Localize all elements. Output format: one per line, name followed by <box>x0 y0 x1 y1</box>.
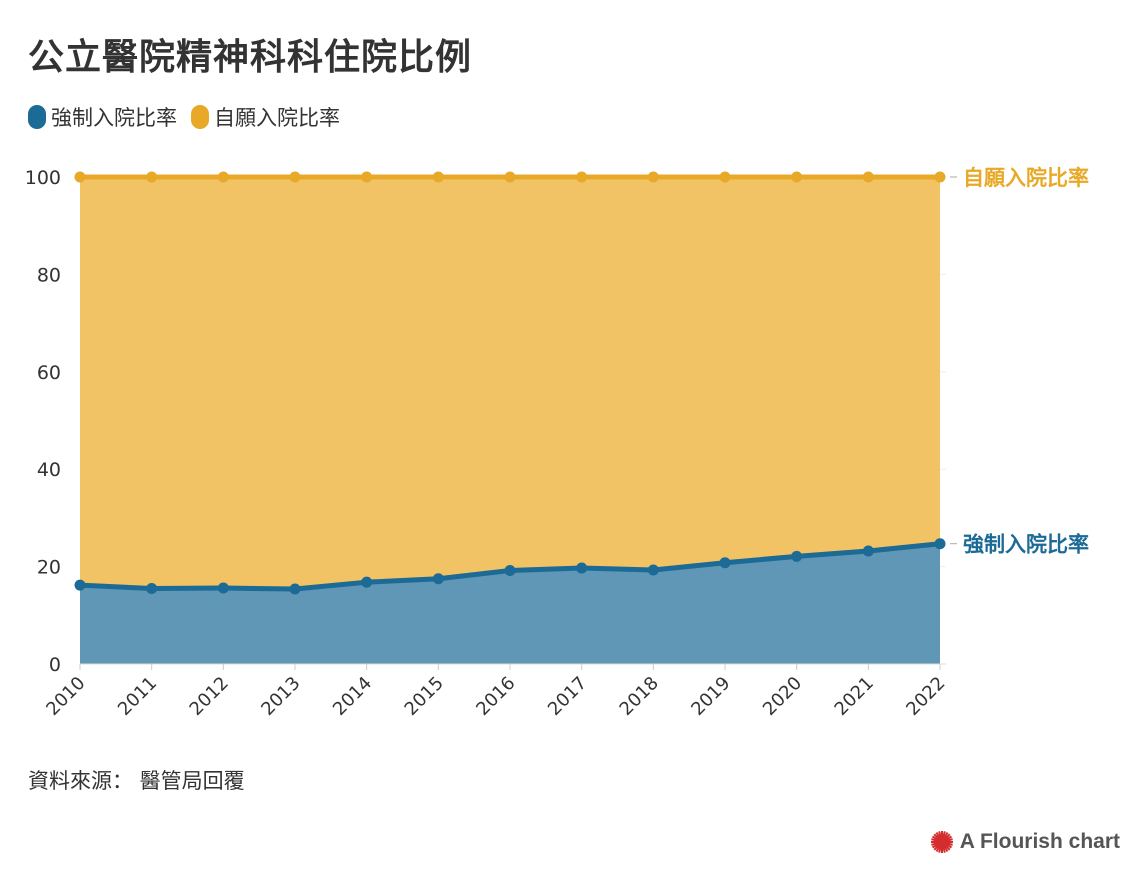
point-voluntary-2014 <box>361 171 373 183</box>
point-voluntary-2019 <box>719 171 731 183</box>
y-tick-label-80: 80 <box>37 264 61 286</box>
point-compulsory-2012 <box>217 582 229 594</box>
source-note: 資料來源： 醫管局回覆 <box>28 769 245 793</box>
x-tick-label-2020: 2020 <box>759 673 806 720</box>
end-label-compulsory: 強制入院比率 <box>963 533 1089 557</box>
y-tick-label-100: 100 <box>25 167 61 189</box>
point-compulsory-2016 <box>504 564 516 576</box>
point-compulsory-2011 <box>146 583 158 595</box>
point-voluntary-2020 <box>791 171 803 183</box>
point-voluntary-2011 <box>146 171 158 183</box>
point-voluntary-2021 <box>862 171 874 183</box>
x-tick-label-2021: 2021 <box>831 673 878 720</box>
point-voluntary-2015 <box>432 171 444 183</box>
flourish-logo-icon <box>930 831 953 853</box>
legend-swatch-compulsory <box>28 105 46 129</box>
area-compulsory <box>80 543 940 664</box>
chart-plot: 0 20 40 60 80 100 2010 2011 2012 2013 2014 2015 2016… <box>25 166 1089 720</box>
point-compulsory-2015 <box>432 573 444 585</box>
point-compulsory-2019 <box>719 557 731 569</box>
point-voluntary-2018 <box>647 171 659 183</box>
point-voluntary-2010 <box>74 171 86 183</box>
x-tick-label-2010: 2010 <box>42 673 89 720</box>
point-compulsory-2022 <box>934 538 946 550</box>
chart-title: 公立醫院精神科科住院比例 <box>28 37 473 78</box>
point-voluntary-2016 <box>504 171 516 183</box>
point-voluntary-2017 <box>576 171 588 183</box>
flourish-attribution[interactable]: A Flourish chart <box>930 830 1120 854</box>
x-tick-label-2012: 2012 <box>186 673 233 720</box>
point-voluntary-2013 <box>289 171 301 183</box>
y-tick-label-20: 20 <box>37 557 61 579</box>
legend-label-voluntary: 自願入院比率 <box>214 106 340 130</box>
y-tick-label-40: 40 <box>37 459 61 481</box>
point-compulsory-2017 <box>576 562 588 574</box>
x-tick-label-2015: 2015 <box>401 673 448 720</box>
legend-label-compulsory: 強制入院比率 <box>51 106 177 130</box>
flourish-attribution-text: A Flourish chart <box>959 830 1120 853</box>
point-compulsory-2018 <box>647 564 659 576</box>
x-tick-label-2018: 2018 <box>616 673 663 720</box>
point-voluntary-2012 <box>217 171 229 183</box>
area-voluntary <box>80 177 940 590</box>
point-compulsory-2014 <box>361 576 373 588</box>
y-tick-label-60: 60 <box>37 362 61 384</box>
x-tick-label-2014: 2014 <box>329 673 376 720</box>
x-tick-label-2019: 2019 <box>687 673 734 720</box>
x-tick-label-2017: 2017 <box>544 673 591 720</box>
legend: 強制入院比率 自願入院比率 <box>28 103 354 131</box>
x-tick-label-2022: 2022 <box>902 673 949 720</box>
point-compulsory-2021 <box>862 545 874 557</box>
point-compulsory-2010 <box>74 579 86 591</box>
legend-item-voluntary[interactable]: 自願入院比率 <box>191 102 340 132</box>
end-label-voluntary: 自願入院比率 <box>963 166 1089 190</box>
y-tick-label-0: 0 <box>49 654 61 676</box>
point-compulsory-2013 <box>289 583 301 595</box>
point-compulsory-2020 <box>791 550 803 562</box>
point-voluntary-2022 <box>934 171 946 183</box>
legend-item-compulsory[interactable]: 強制入院比率 <box>28 102 177 132</box>
legend-swatch-voluntary <box>191 105 209 129</box>
x-tick-label-2016: 2016 <box>472 673 519 720</box>
x-tick-label-2011: 2011 <box>114 673 161 720</box>
x-tick-label-2013: 2013 <box>257 673 304 720</box>
